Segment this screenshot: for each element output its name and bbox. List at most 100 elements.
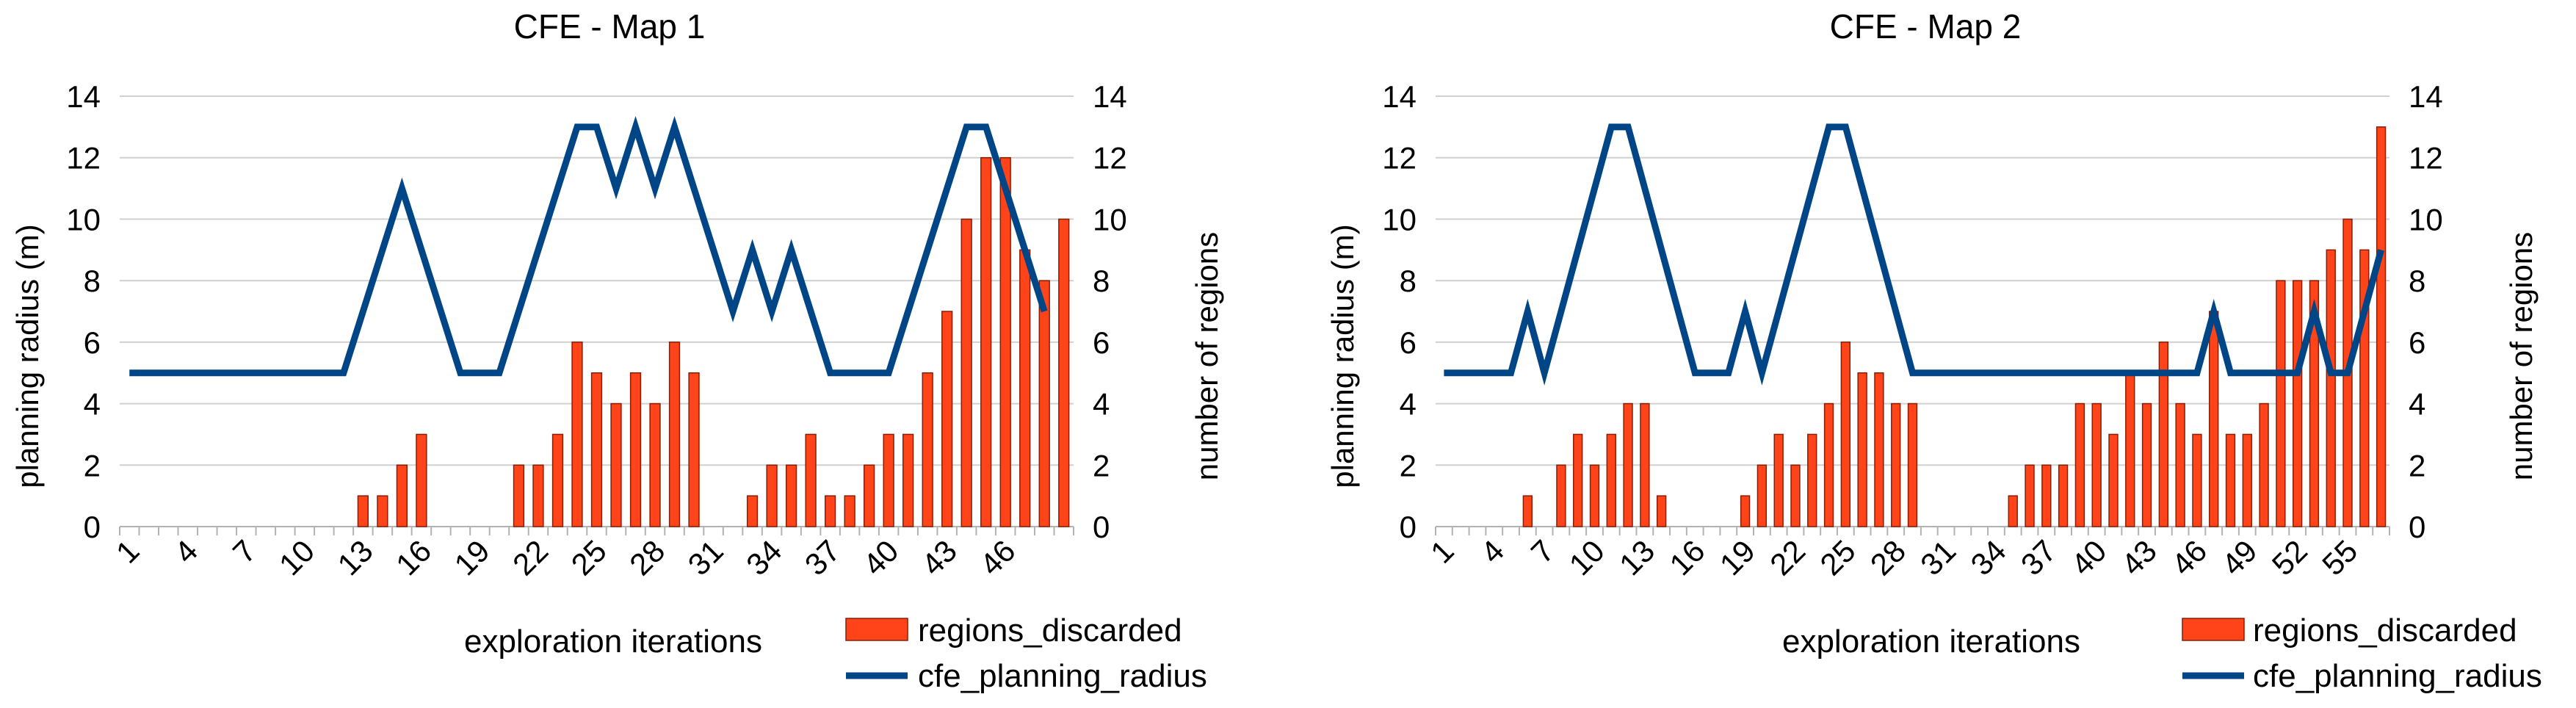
y-tick-left-2: 2: [84, 448, 101, 483]
bar-regions-discarded-46: [2192, 433, 2202, 527]
bar-regions-discarded-40: [2091, 402, 2102, 527]
x-tick-label-1: 1: [1424, 533, 1461, 570]
y-tick-left-12: 12: [1382, 141, 1417, 176]
x-tick-label-10: 10: [1563, 533, 1611, 582]
x-tick-label-43: 43: [2115, 533, 2163, 582]
x-tick-label-7: 7: [1524, 533, 1561, 570]
x-tick-label-40: 40: [2064, 533, 2113, 582]
legend: regions_discarded cfe_planning_radius: [845, 613, 1207, 694]
x-tick-label-46: 46: [2165, 533, 2213, 582]
line-series: [1444, 123, 2384, 386]
y-tick-left-0: 0: [1400, 510, 1417, 544]
x-tick-label-31: 31: [681, 533, 730, 582]
bar-regions-discarded-13: [357, 495, 369, 527]
y-tick-right-14: 14: [1093, 79, 1127, 114]
bar-regions-discarded-41: [2108, 433, 2119, 527]
y-tick-right-0: 0: [1093, 510, 1110, 544]
bar-regions-discarded-13: [1640, 402, 1650, 527]
bar-regions-discarded-14: [377, 495, 388, 527]
bar-regions-discarded-42: [2125, 372, 2135, 527]
bar-regions-discarded-41: [902, 433, 914, 527]
y-tick-right-8: 8: [1093, 264, 1110, 298]
y-tick-left-10: 10: [66, 202, 101, 236]
bar-regions-discarded-44: [2158, 342, 2169, 527]
bar-regions-discarded-21: [1773, 433, 1784, 527]
bar-regions-discarded-53: [2309, 280, 2320, 527]
bar-regions-discarded-23: [551, 433, 564, 527]
x-tick-label-4: 4: [167, 533, 204, 570]
bar-regions-discarded-9: [1573, 433, 1583, 527]
bar-regions-discarded-33: [746, 495, 759, 527]
x-tick-label-28: 28: [1864, 533, 1912, 582]
bar-regions-discarded-8: [1556, 464, 1566, 527]
x-tick-label-37: 37: [2014, 533, 2063, 582]
y-tick-left-12: 12: [66, 141, 101, 176]
bar-regions-discarded-28: [649, 402, 661, 527]
bar-regions-discarded-49: [1058, 218, 1070, 527]
bar-regions-discarded-54: [2326, 249, 2336, 527]
bar-regions-discarded-50: [2259, 402, 2269, 527]
x-tick-label-28: 28: [623, 533, 671, 582]
y-tick-left-10: 10: [1382, 202, 1417, 236]
bar-regions-discarded-46: [999, 156, 1011, 527]
legend-label-line: cfe_planning_radius: [2253, 658, 2542, 694]
bar-regions-discarded-25: [590, 372, 603, 527]
y-tick-right-6: 6: [1093, 325, 1110, 360]
y-tick-left-14: 14: [1382, 79, 1417, 114]
bar-regions-discarded-37: [2041, 464, 2052, 527]
x-tick-label-16: 16: [1663, 533, 1711, 582]
x-axis-label: exploration iterations: [464, 624, 762, 660]
bar-series: [357, 156, 1070, 527]
x-tick-label-19: 19: [1713, 533, 1762, 582]
y-axis-right-label: number of regions: [1190, 232, 1224, 481]
x-tick-label-46: 46: [973, 533, 1021, 582]
bar-regions-discarded-19: [1740, 495, 1751, 527]
bar-regions-discarded-48: [1038, 280, 1050, 527]
x-tick-label-37: 37: [798, 533, 847, 582]
chart-title: CFE - Map 2: [1830, 7, 2022, 46]
bar-regions-discarded-51: [2276, 280, 2286, 527]
y-tick-left-2: 2: [1400, 448, 1417, 483]
y-tick-right-4: 4: [1093, 387, 1110, 422]
bar-regions-discarded-40: [883, 433, 894, 527]
x-tick-label-52: 52: [2265, 533, 2314, 582]
bar-regions-discarded-21: [513, 464, 525, 527]
bar-regions-discarded-10: [1589, 464, 1600, 527]
legend-swatch-bar: [2182, 618, 2245, 641]
bar-regions-discarded-6: [1522, 495, 1533, 527]
y-tick-left-8: 8: [1400, 264, 1417, 298]
legend-label-line: cfe_planning_radius: [918, 658, 1207, 694]
x-tick-label-25: 25: [565, 533, 613, 582]
bar-regions-discarded-29: [668, 342, 681, 527]
bar-regions-discarded-39: [2074, 402, 2085, 527]
bar-regions-discarded-27: [1874, 372, 1884, 527]
y-tick-left-6: 6: [84, 325, 101, 360]
bar-regions-discarded-34: [766, 464, 778, 527]
bar-regions-discarded-26: [610, 402, 622, 527]
y-tick-right-12: 12: [1093, 141, 1127, 176]
bar-regions-discarded-52: [2292, 280, 2303, 527]
y-tick-right-10: 10: [2409, 202, 2443, 236]
bar-regions-discarded-36: [2025, 464, 2035, 527]
bar-series: [1522, 126, 2387, 527]
bar-regions-discarded-47: [2209, 311, 2219, 527]
x-tick-label-16: 16: [389, 533, 438, 582]
y-tick-left-6: 6: [1400, 325, 1417, 360]
bar-regions-discarded-45: [980, 156, 992, 527]
bar-regions-discarded-15: [396, 464, 408, 527]
bar-regions-discarded-47: [1019, 249, 1031, 527]
y-tick-right-6: 6: [2409, 325, 2425, 360]
bar-regions-discarded-57: [2376, 126, 2387, 527]
y-tick-right-12: 12: [2409, 141, 2443, 176]
bar-regions-discarded-48: [2225, 433, 2236, 527]
y-tick-left-4: 4: [84, 387, 101, 422]
bar-regions-discarded-39: [864, 464, 875, 527]
chart-title: CFE - Map 1: [514, 7, 706, 46]
bar-regions-discarded-35: [2008, 495, 2018, 527]
line-cfe-planning-radius: [1444, 123, 2384, 386]
bar-regions-discarded-29: [1907, 402, 1918, 527]
x-tick-label-31: 31: [1914, 533, 1962, 582]
x-tick-label-22: 22: [1763, 533, 1812, 582]
x-tick-label-1: 1: [109, 533, 146, 570]
